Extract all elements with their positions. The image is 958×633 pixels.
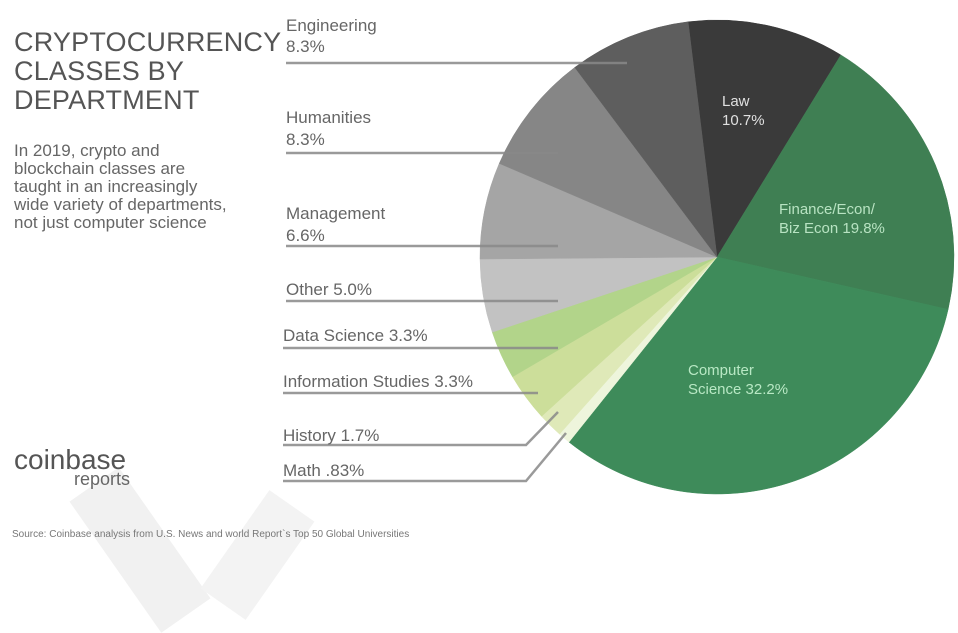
pie-slice-finance-econ-biz-econ (716, 54, 955, 310)
subtitle-line: wide variety of departments, (14, 195, 227, 214)
pie-slice-engineering (574, 21, 718, 258)
slice-label-law: Law (722, 93, 750, 110)
slice-label-other: Other 5.0% (286, 280, 372, 299)
slice-labels: Law 10.7% Finance/Econ/Biz Econ 19.8% Compu… (283, 16, 885, 480)
subtitle-line: In 2019, crypto and (14, 141, 160, 160)
slice-label-history: History 1.7% (283, 426, 379, 445)
slice-label-math: Math .83% (283, 461, 364, 480)
slice-label-information-studies: Information Studies 3.3% (283, 372, 473, 391)
pie-slice-computer-science (568, 256, 949, 495)
leader-lines (283, 61, 627, 483)
title-line: DEPARTMENT (14, 85, 200, 115)
logo-brand: coinbase (14, 444, 127, 475)
slice-value-engineering: 8.3% (286, 37, 325, 56)
slice-label-computer-science: Computer (688, 362, 754, 379)
pie-slice-humanities (498, 67, 718, 258)
subtitle-line: taught in an increasingly (14, 177, 198, 196)
slice-label-engineering: Engineering (286, 16, 377, 35)
leader-line-history (283, 411, 559, 447)
slice-value-management: 6.6% (286, 226, 325, 245)
subtitle-line: not just computer science (14, 213, 207, 232)
page-title: CRYPTOCURRENCY CLASSES BY DEPARTMENT (14, 28, 281, 115)
pie-slice-law (687, 19, 842, 258)
coinbase-reports-logo: coinbase reports (14, 444, 131, 489)
slice-label-data-science: Data Science 3.3% (283, 326, 428, 345)
slice-value-finance-econ-biz-econ: Biz Econ 19.8% (779, 220, 885, 237)
slice-label-humanities: Humanities (286, 108, 371, 127)
slice-value-computer-science: Science 32.2% (688, 381, 788, 398)
slice-label-finance-econ-biz-econ: Finance/Econ/ (779, 201, 876, 218)
logo-sub: reports (74, 469, 131, 489)
pie-slices (479, 19, 955, 495)
slice-value-humanities: 8.3% (286, 130, 325, 149)
subtitle: In 2019, crypto and blockchain classes a… (14, 142, 274, 232)
title-line: CRYPTOCURRENCY (14, 27, 282, 57)
title-line: CLASSES BY (14, 56, 185, 86)
slice-value-law: 10.7% (722, 112, 765, 129)
source-note: Source: Coinbase analysis from U.S. News… (12, 529, 410, 540)
leader-line-math (283, 432, 567, 483)
slice-label-management: Management (286, 204, 386, 223)
pie-chart: Law 10.7% Finance/Econ/Biz Econ 19.8% Compu… (283, 16, 955, 495)
subtitle-line: blockchain classes are (14, 159, 186, 178)
